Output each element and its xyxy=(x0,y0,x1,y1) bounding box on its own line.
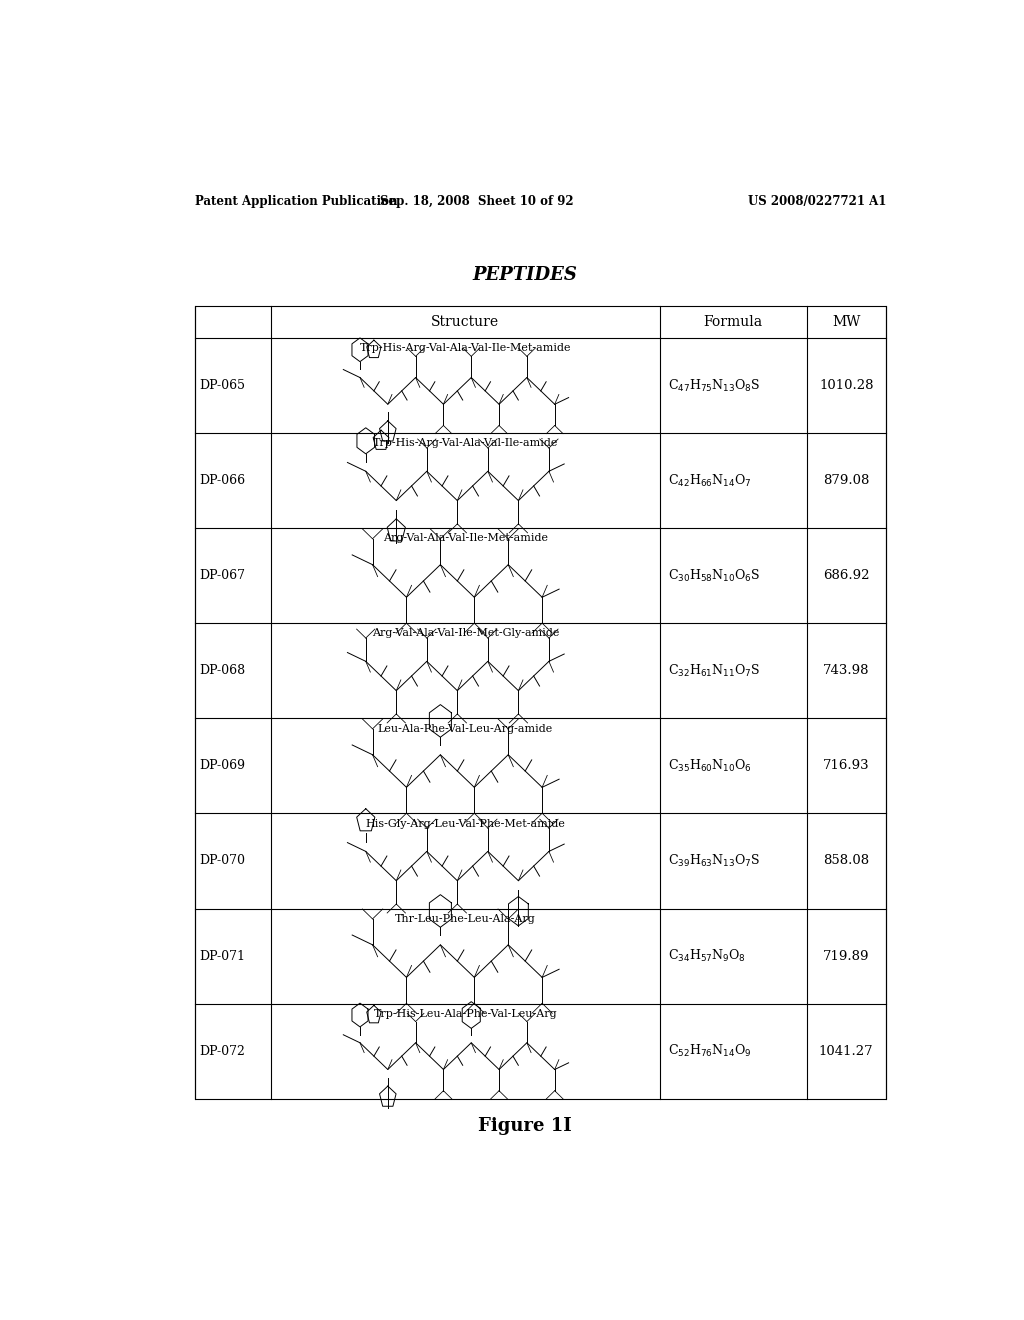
Text: C$_{52}$H$_{76}$N$_{14}$O$_{9}$: C$_{52}$H$_{76}$N$_{14}$O$_{9}$ xyxy=(668,1043,752,1059)
Text: 1010.28: 1010.28 xyxy=(819,379,873,392)
Text: PEPTIDES: PEPTIDES xyxy=(472,267,578,284)
Text: Formula: Formula xyxy=(703,315,763,329)
Text: DP-068: DP-068 xyxy=(200,664,246,677)
Text: Patent Application Publication: Patent Application Publication xyxy=(196,194,398,207)
Text: 743.98: 743.98 xyxy=(823,664,869,677)
Text: 1041.27: 1041.27 xyxy=(819,1044,873,1057)
Text: His-Gly-Arg-Leu-Val-Phe-Met-amide: His-Gly-Arg-Leu-Val-Phe-Met-amide xyxy=(366,818,565,829)
Text: Trp-His-Arg-Val-Ala-Val-Ile-amide: Trp-His-Arg-Val-Ala-Val-Ile-amide xyxy=(373,438,558,449)
Text: C$_{39}$H$_{63}$N$_{13}$O$_{7}$S: C$_{39}$H$_{63}$N$_{13}$O$_{7}$S xyxy=(668,853,760,869)
Text: DP-065: DP-065 xyxy=(200,379,246,392)
Text: 686.92: 686.92 xyxy=(823,569,869,582)
Text: Leu-Ala-Phe-Val-Leu-Arg-amide: Leu-Ala-Phe-Val-Leu-Arg-amide xyxy=(378,723,553,734)
Text: US 2008/0227721 A1: US 2008/0227721 A1 xyxy=(748,194,886,207)
Bar xyxy=(196,306,886,1098)
Text: C$_{34}$H$_{57}$N$_{9}$O$_{8}$: C$_{34}$H$_{57}$N$_{9}$O$_{8}$ xyxy=(668,948,745,964)
Text: C$_{32}$H$_{61}$N$_{11}$O$_{7}$S: C$_{32}$H$_{61}$N$_{11}$O$_{7}$S xyxy=(668,663,760,678)
Text: Trp-His-Arg-Val-Ala-Val-Ile-Met-amide: Trp-His-Arg-Val-Ala-Val-Ile-Met-amide xyxy=(359,343,571,354)
Text: Structure: Structure xyxy=(431,315,500,329)
Text: 858.08: 858.08 xyxy=(823,854,869,867)
Text: C$_{47}$H$_{75}$N$_{13}$O$_{8}$S: C$_{47}$H$_{75}$N$_{13}$O$_{8}$S xyxy=(668,378,760,393)
Text: Figure 1I: Figure 1I xyxy=(478,1117,571,1135)
Text: DP-072: DP-072 xyxy=(200,1044,246,1057)
Text: 716.93: 716.93 xyxy=(823,759,869,772)
Text: Sep. 18, 2008  Sheet 10 of 92: Sep. 18, 2008 Sheet 10 of 92 xyxy=(380,194,574,207)
Text: DP-066: DP-066 xyxy=(200,474,246,487)
Text: 879.08: 879.08 xyxy=(823,474,869,487)
Text: C$_{30}$H$_{58}$N$_{10}$O$_{6}$S: C$_{30}$H$_{58}$N$_{10}$O$_{6}$S xyxy=(668,568,760,583)
Text: DP-070: DP-070 xyxy=(200,854,246,867)
Text: DP-067: DP-067 xyxy=(200,569,246,582)
Text: MW: MW xyxy=(833,315,860,329)
Text: C$_{42}$H$_{66}$N$_{14}$O$_{7}$: C$_{42}$H$_{66}$N$_{14}$O$_{7}$ xyxy=(668,473,752,488)
Text: C$_{35}$H$_{60}$N$_{10}$O$_{6}$: C$_{35}$H$_{60}$N$_{10}$O$_{6}$ xyxy=(668,758,752,774)
Text: 719.89: 719.89 xyxy=(823,949,869,962)
Text: Trp-His-Leu-Ala-Phe-Val-Leu-Arg: Trp-His-Leu-Ala-Phe-Val-Leu-Arg xyxy=(374,1008,557,1019)
Text: Thr-Leu-Phe-Leu-Ala-Arg: Thr-Leu-Phe-Leu-Ala-Arg xyxy=(395,913,536,924)
Text: DP-069: DP-069 xyxy=(200,759,246,772)
Text: DP-071: DP-071 xyxy=(200,949,246,962)
Text: Arg-Val-Ala-Val-Ile-Met-amide: Arg-Val-Ala-Val-Ile-Met-amide xyxy=(383,533,548,544)
Text: Arg-Val-Ala-Val-Ile-Met-Gly-amide: Arg-Val-Ala-Val-Ile-Met-Gly-amide xyxy=(372,628,559,639)
